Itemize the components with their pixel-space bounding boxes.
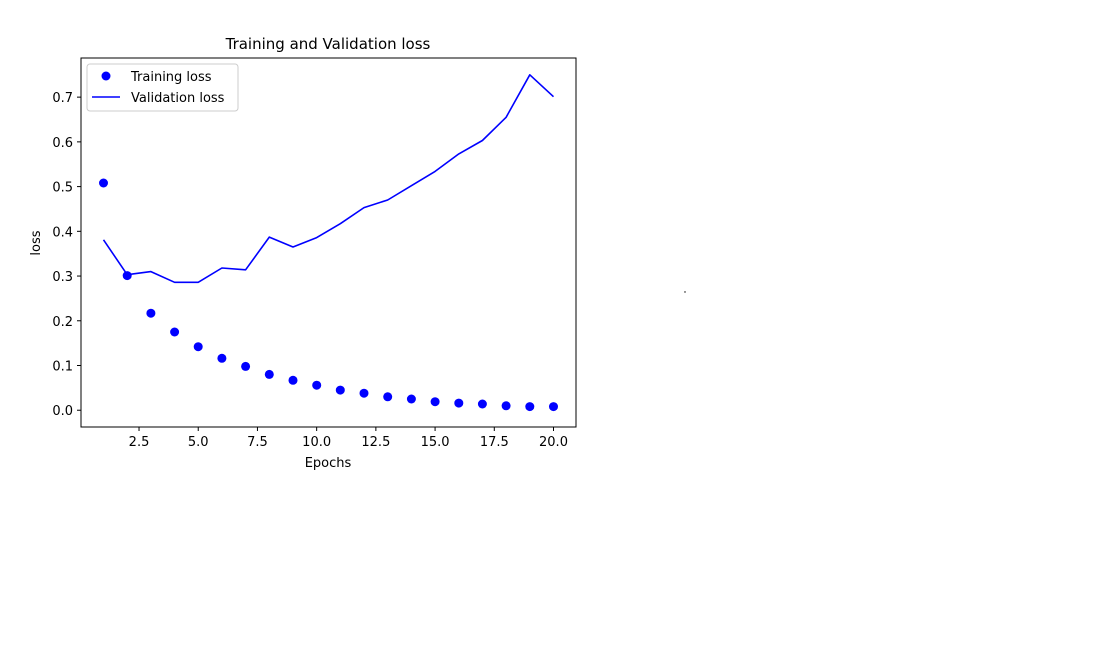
training-loss-point [549,402,558,412]
training-loss-point [170,327,180,337]
training-loss-point [359,388,369,398]
training-loss-point [146,308,156,318]
training-loss-point [430,397,440,407]
legend-marker-training [101,71,111,81]
training-loss-point [288,375,298,385]
x-tick-label: 15.0 [421,435,450,450]
training-loss-point [241,361,251,371]
y-axis-label: loss [29,230,44,255]
training-loss-point [501,401,511,411]
training-loss-point [193,342,203,352]
validation-loss-line [102,74,555,284]
x-axis: 2.5 5.0 7.5 10.0 12.5 15.0 17.5 20.0 [129,427,568,450]
x-tick-label: 17.5 [480,435,509,450]
y-tick-label: 0.2 [52,315,73,330]
y-tick-label: 0.4 [52,225,73,240]
training-loss-point [264,369,274,379]
legend: Training loss Validation loss [86,63,239,112]
training-loss-point [99,178,108,188]
x-tick-label: 7.5 [247,435,268,450]
y-tick-label: 0.0 [52,404,73,419]
x-tick-label: 5.0 [188,435,209,450]
training-loss-point [383,392,393,402]
training-loss-point [335,385,345,395]
y-tick-label: 0.1 [52,360,73,375]
training-loss-point [525,402,535,412]
legend-box [86,63,239,112]
plot-area [99,74,558,412]
training-loss-point [477,399,487,409]
y-tick-label: 0.7 [52,91,73,106]
training-loss-point [122,271,132,281]
legend-label-training: Training loss [130,70,212,85]
x-tick-label: 12.5 [361,435,390,450]
legend-label-validation: Validation loss [131,91,225,106]
x-tick-label: 2.5 [129,435,150,450]
y-tick-label: 0.6 [52,136,73,151]
training-loss-point [217,353,227,363]
training-loss-point [312,380,322,390]
training-loss-point [454,398,464,408]
x-tick-label: 10.0 [302,435,331,450]
x-axis-label: Epochs [305,456,352,471]
training-loss-point [406,394,416,404]
x-tick-label: 20.0 [539,435,568,450]
y-tick-label: 0.5 [52,181,73,196]
plot-frame [80,57,577,428]
chart-title: Training and Validation loss [225,35,431,53]
y-axis: 0.0 0.1 0.2 0.3 0.4 0.5 0.6 0.7 [52,91,81,419]
stray-dot [684,291,686,293]
y-tick-label: 0.3 [52,270,73,285]
